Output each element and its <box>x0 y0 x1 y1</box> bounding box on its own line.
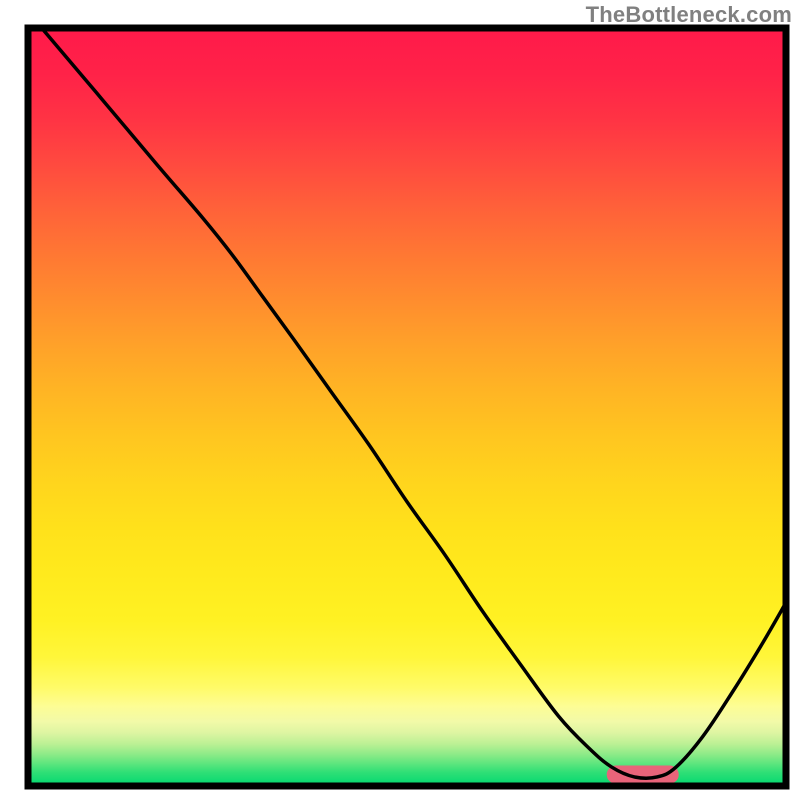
watermark-text: TheBottleneck.com <box>586 2 792 28</box>
plot-area <box>28 28 786 786</box>
gradient-background <box>28 28 786 786</box>
chart-canvas <box>0 0 800 800</box>
bottleneck-chart: TheBottleneck.com <box>0 0 800 800</box>
